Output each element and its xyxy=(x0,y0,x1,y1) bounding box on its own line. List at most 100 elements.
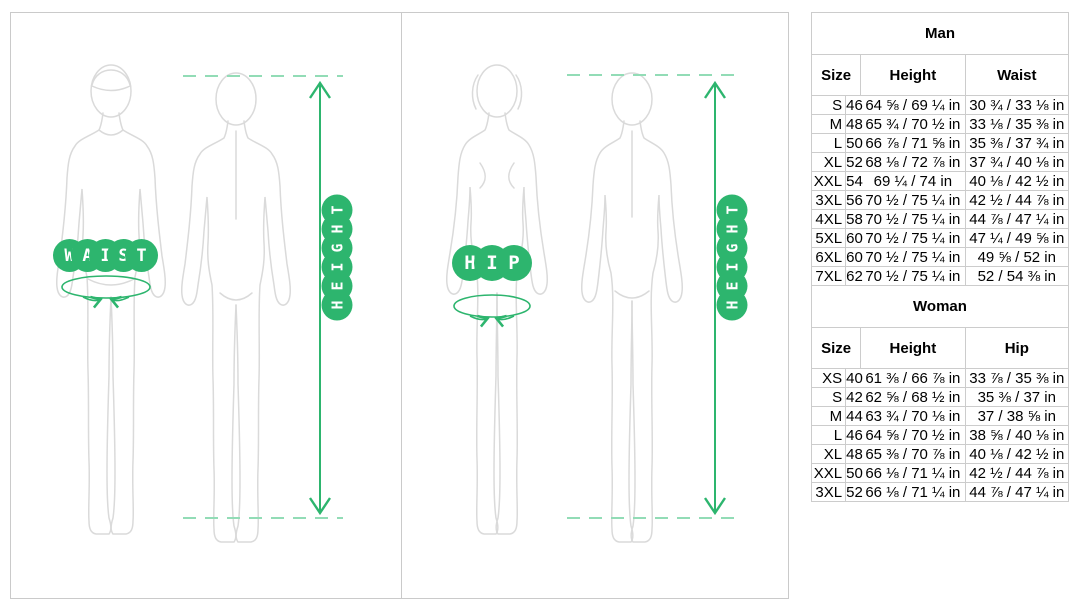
height-value-cell: 70 ½ / 75 ¼ in xyxy=(861,191,966,210)
man-back-figure xyxy=(180,72,292,543)
label-letter-circle: P xyxy=(496,245,532,281)
size-row: M 44 63 ¾ / 70 ⅛ in 37 / 38 ⅝ in xyxy=(812,407,1069,426)
size-tables: Man Size Height Waist S 46 64 ⅝ / 69 ¼ in 30 ¾ … xyxy=(811,12,1069,502)
height-arrow-top xyxy=(704,80,726,99)
height-value-cell: 63 ¾ / 70 ⅛ in xyxy=(861,407,966,426)
waistband-line xyxy=(87,278,135,286)
table-title-row: Woman xyxy=(812,286,1069,328)
height-value-cell: 61 ⅜ / 66 ⅞ in xyxy=(861,369,966,388)
size-row: 6XL 60 70 ½ / 75 ¼ in 49 ⅝ / 52 in xyxy=(812,248,1069,267)
size-row: 3XL 52 66 ⅛ / 71 ¼ in 44 ⅞ / 47 ¼ in xyxy=(812,483,1069,502)
size-row: 5XL 60 70 ½ / 75 ¼ in 47 ¼ / 49 ⅝ in xyxy=(812,229,1069,248)
label-letter-circle: T xyxy=(125,239,158,272)
col-header-height: Height xyxy=(861,328,966,369)
size-number-cell: 60 xyxy=(846,229,863,248)
measure-value-cell: 38 ⅝ / 40 ⅛ in xyxy=(965,426,1069,445)
measure-value-cell: 35 ⅜ / 37 ¾ in xyxy=(965,134,1069,153)
size-number-cell: 48 xyxy=(846,115,863,134)
table-header-row: Size Height Hip xyxy=(812,328,1069,369)
size-row: XXL 50 66 ⅛ / 71 ¼ in 42 ½ / 44 ⅞ in xyxy=(812,464,1069,483)
height-value-cell: 70 ½ / 75 ¼ in xyxy=(861,267,966,286)
height-value-cell: 70 ½ / 75 ¼ in xyxy=(861,229,966,248)
chest-line-left xyxy=(479,162,486,189)
height-value-cell: 64 ⅝ / 69 ¼ in xyxy=(861,96,966,115)
measure-value-cell: 33 ⅞ / 35 ⅜ in xyxy=(965,369,1069,388)
measure-value-cell: 40 ⅛ / 42 ½ in xyxy=(965,445,1069,464)
size-letter-cell: M xyxy=(812,407,847,426)
table-title-row: Man xyxy=(812,13,1069,55)
size-letter-cell: S xyxy=(812,388,847,407)
size-row: 7XL 62 70 ½ / 75 ¼ in 52 / 54 ⅜ in xyxy=(812,267,1069,286)
height-value-cell: 66 ⅛ / 71 ¼ in xyxy=(861,483,966,502)
size-letter-cell: L xyxy=(812,426,847,445)
size-number-cell: 52 xyxy=(846,153,863,172)
size-number-cell: 54 xyxy=(846,172,863,191)
size-letter-cell: L xyxy=(812,134,847,153)
size-number-cell: 52 xyxy=(846,483,863,502)
size-number-cell: 46 xyxy=(846,96,863,115)
size-letter-cell: XL xyxy=(812,445,847,464)
col-header-size: Size xyxy=(812,328,862,369)
cap-brim-line xyxy=(91,85,131,92)
size-number-cell: 46 xyxy=(846,426,863,445)
size-letter-cell: S xyxy=(812,96,847,115)
height-value-cell: 65 ⅜ / 70 ⅞ in xyxy=(861,445,966,464)
woman-back-figure xyxy=(580,72,684,543)
back-hip-line xyxy=(219,292,253,301)
height-arrow-bottom xyxy=(309,497,331,516)
size-row: L 50 66 ⅞ / 71 ⅝ in 35 ⅜ / 37 ¾ in xyxy=(812,134,1069,153)
height-value-cell: 64 ⅝ / 70 ½ in xyxy=(861,426,966,445)
height-value-cell: 70 ½ / 75 ¼ in xyxy=(861,248,966,267)
height-value-cell: 66 ⅛ / 71 ¼ in xyxy=(861,464,966,483)
man-size-table: Man Size Height Waist S 46 64 ⅝ / 69 ¼ in 30 ¾ … xyxy=(811,12,1069,286)
height-value-cell: 68 ⅛ / 72 ⅞ in xyxy=(861,153,966,172)
table-title: Man xyxy=(812,13,1069,55)
measure-value-cell: 52 / 54 ⅜ in xyxy=(965,267,1069,286)
size-letter-cell: 7XL xyxy=(812,267,847,286)
measure-value-cell: 30 ¾ / 33 ⅛ in xyxy=(965,96,1069,115)
measure-value-cell: 47 ¼ / 49 ⅝ in xyxy=(965,229,1069,248)
measure-value-cell: 42 ½ / 44 ⅞ in xyxy=(965,464,1069,483)
label-letter-circle: T xyxy=(716,194,748,226)
size-row: 3XL 56 70 ½ / 75 ¼ in 42 ½ / 44 ⅞ in xyxy=(812,191,1069,210)
hair-line-left xyxy=(471,74,479,110)
size-number-cell: 50 xyxy=(846,134,863,153)
measure-value-cell: 42 ½ / 44 ⅞ in xyxy=(965,191,1069,210)
measure-value-cell: 40 ⅛ / 42 ½ in xyxy=(965,172,1069,191)
size-number-cell: 42 xyxy=(846,388,863,407)
measure-value-cell: 35 ⅜ / 37 in xyxy=(965,388,1069,407)
size-letter-cell: 4XL xyxy=(812,210,847,229)
size-row: 4XL 58 70 ½ / 75 ¼ in 44 ⅞ / 47 ¼ in xyxy=(812,210,1069,229)
measure-value-cell: 44 ⅞ / 47 ¼ in xyxy=(965,210,1069,229)
table-title: Woman xyxy=(812,286,1069,328)
height-value-cell: 62 ⅝ / 68 ½ in xyxy=(861,388,966,407)
size-row: L 46 64 ⅝ / 70 ½ in 38 ⅝ / 40 ⅛ in xyxy=(812,426,1069,445)
height-value-cell: 69 ¼ / 74 in xyxy=(861,172,966,191)
hair-line-right xyxy=(515,74,523,110)
label-letter-circle: T xyxy=(321,194,353,226)
height-value-cell: 70 ½ / 75 ¼ in xyxy=(861,210,966,229)
col-header-measure: Hip xyxy=(965,328,1069,369)
col-header-height: Height xyxy=(861,55,966,96)
size-letter-cell: 5XL xyxy=(812,229,847,248)
measure-value-cell: 44 ⅞ / 47 ¼ in xyxy=(965,483,1069,502)
col-header-measure: Waist xyxy=(965,55,1069,96)
table-header-row: Size Height Waist xyxy=(812,55,1069,96)
size-letter-cell: 6XL xyxy=(812,248,847,267)
size-row: S 46 64 ⅝ / 69 ¼ in 30 ¾ / 33 ⅛ in xyxy=(812,96,1069,115)
size-number-cell: 40 xyxy=(846,369,863,388)
measure-value-cell: 49 ⅝ / 52 in xyxy=(965,248,1069,267)
height-measure-group xyxy=(183,75,343,519)
woman-size-table: Woman Size Height Hip XS 40 61 ⅜ / 66 ⅞ in 33 ⅞… xyxy=(811,286,1069,502)
measure-value-cell: 37 / 38 ⅝ in xyxy=(965,407,1069,426)
chest-line-right xyxy=(508,162,515,189)
height-arrow-top xyxy=(309,80,331,99)
man-front-figure xyxy=(55,64,167,535)
waist-tape-ellipse xyxy=(61,275,151,309)
col-header-size: Size xyxy=(812,55,862,96)
height-measure-group xyxy=(567,74,737,519)
